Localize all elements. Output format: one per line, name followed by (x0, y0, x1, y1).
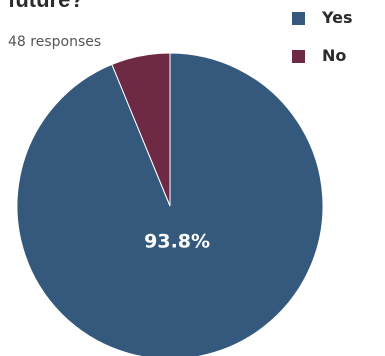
response-count: 48 responses (8, 34, 102, 50)
legend-item-yes[interactable]: Yes (292, 9, 353, 27)
legend-label-yes: Yes (322, 8, 353, 27)
legend-item-no[interactable]: No (292, 47, 353, 65)
legend-swatch-no (292, 49, 305, 63)
chart-title: future? (8, 0, 84, 14)
legend-label-no: No (322, 46, 347, 65)
pie-slice-label-yes: 93.8% (144, 231, 210, 253)
legend-swatch-yes (292, 11, 305, 25)
chart-legend: Yes No (292, 9, 353, 85)
pie-slice-yes[interactable] (16, 52, 324, 356)
pie-slice-no[interactable] (111, 52, 171, 207)
